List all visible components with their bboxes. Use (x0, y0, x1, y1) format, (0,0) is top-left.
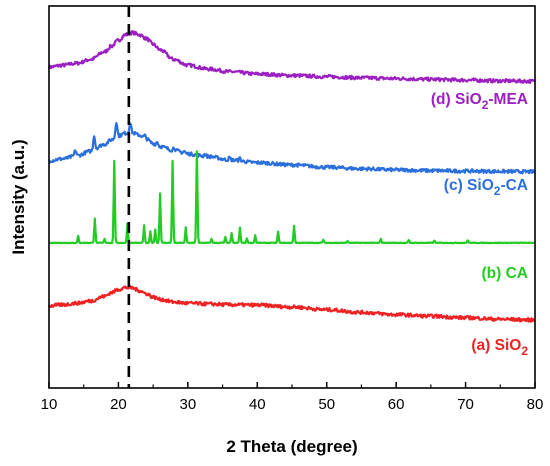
x-axis-ticks: 10 20 30 40 50 60 70 80 (41, 382, 544, 413)
x-tick-label: 50 (318, 396, 335, 413)
series-labels: (d) SiO2-MEA (c) SiO2-CA (b) CA (a) SiO2 (431, 91, 528, 358)
x-tick-label: 30 (180, 396, 197, 413)
series-line (47, 30, 537, 84)
x-tick-label: 60 (388, 396, 405, 413)
series-label: (a) SiO2 (471, 337, 528, 358)
x-tick-label: 40 (249, 396, 266, 413)
series-label: (c) SiO2-CA (444, 177, 528, 198)
series-label: (b) CA (482, 265, 529, 282)
x-axis-title: 2 Theta (degree) (226, 437, 357, 456)
x-tick-label: 20 (110, 396, 127, 413)
series-label: (d) SiO2-MEA (431, 91, 528, 112)
x-tick-label: 70 (457, 396, 474, 413)
plot-frame (48, 5, 536, 389)
x-tick-label: 10 (41, 396, 58, 413)
series-line (47, 285, 536, 323)
x-tick-label: 80 (527, 396, 544, 413)
series-line (48, 121, 536, 175)
y-axis-title: Intensity (a.u.) (9, 139, 28, 254)
